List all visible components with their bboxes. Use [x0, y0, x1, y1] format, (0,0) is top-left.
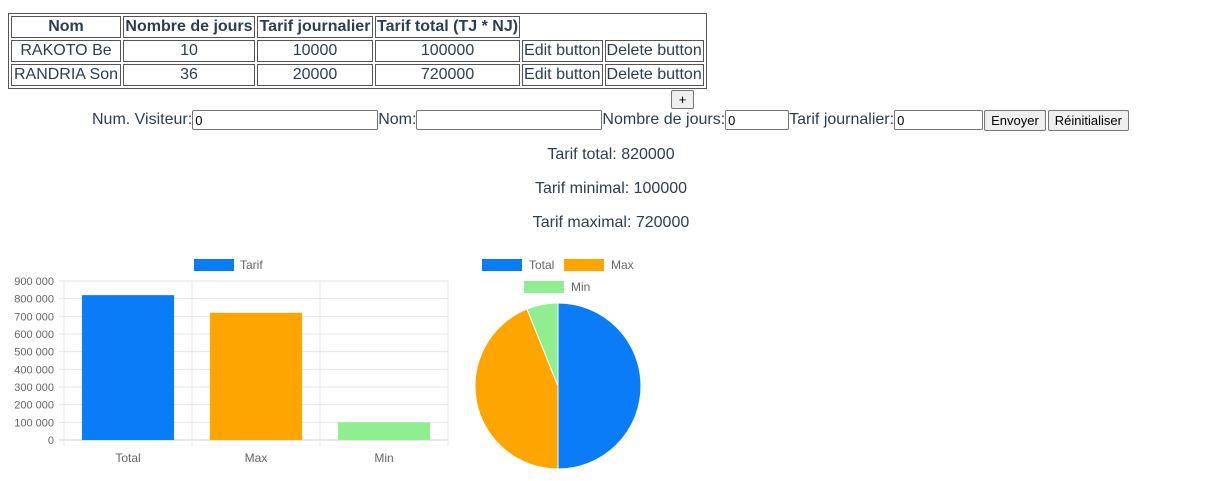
y-tick-label: 800 000	[14, 294, 54, 306]
legend-swatch	[564, 259, 604, 271]
bar-chart: 0 100 000 200 000 300 000 400 000 500 000 600 …	[14, 258, 449, 465]
y-tick-label: 300 000	[14, 382, 54, 394]
header-empty	[605, 16, 704, 38]
pie-legend-item: Min	[524, 280, 590, 294]
legend-label: Min	[571, 280, 590, 294]
legend-swatch	[524, 281, 564, 293]
x-tick-label: Max	[245, 451, 268, 465]
cell-jours: 10	[123, 40, 255, 62]
y-tick-label: 900 000	[14, 276, 54, 288]
bar-min	[337, 422, 431, 440]
header-tarif-journalier: Tarif journalier	[257, 16, 373, 38]
bar-total	[81, 295, 175, 440]
header-tarif-total: Tarif total (TJ * NJ)	[375, 16, 521, 38]
cell-nom: RANDRIA Son	[11, 64, 121, 86]
y-tick-label: 400 000	[14, 364, 54, 376]
y-tick-label: 0	[48, 435, 54, 447]
num-visiteur-input[interactable]	[192, 110, 379, 130]
visitors-table: Nom Nombre de jours Tarif journalier Tar…	[8, 13, 707, 89]
jours-input[interactable]	[725, 110, 790, 130]
table-header-row: Nom Nombre de jours Tarif journalier Tar…	[11, 16, 704, 38]
edit-button[interactable]: Edit button	[522, 40, 603, 62]
y-tick-label: 100 000	[14, 417, 54, 429]
header-empty	[522, 16, 603, 38]
bar-max	[209, 312, 303, 440]
pie-chart: Total Max Min	[474, 258, 642, 470]
nom-input[interactable]	[416, 110, 603, 130]
delete-button[interactable]: Delete button	[604, 40, 704, 62]
table-row: RANDRIA Son 36 20000 720000 Edit button …	[11, 64, 704, 86]
pie-slice-total	[557, 302, 642, 470]
y-tick-label: 200 000	[14, 400, 54, 412]
legend-swatch	[482, 259, 522, 271]
legend-label: Max	[611, 258, 634, 272]
y-tick-label: 600 000	[14, 329, 54, 341]
cell-jours: 36	[123, 64, 255, 86]
header-nom: Nom	[11, 16, 121, 38]
pie-slice-max	[474, 308, 559, 470]
visitor-form: Num. Visiteur: Nom: Nombre de jours: Tar…	[0, 109, 1222, 131]
submit-button[interactable]: Envoyer	[984, 109, 1046, 131]
stat-min: Tarif minimal: 100000	[534, 180, 688, 197]
x-tick-label: Total	[115, 451, 140, 465]
nom-label: Nom:	[378, 111, 417, 128]
cell-tarif-total: 720000	[375, 64, 521, 86]
pie-legend-item: Max	[564, 258, 634, 272]
cell-nom: RAKOTO Be	[11, 40, 121, 62]
y-tick-label: 500 000	[14, 347, 54, 359]
stat-total: Tarif total: 820000	[547, 146, 675, 163]
tarif-input[interactable]	[894, 110, 984, 130]
reset-button[interactable]: Réinitialiser	[1047, 109, 1129, 131]
stat-max: Tarif maximal: 720000	[532, 214, 690, 231]
legend-label: Total	[529, 258, 554, 272]
y-tick-label: 700 000	[14, 311, 54, 323]
cell-tarif-total: 100000	[375, 40, 521, 62]
header-jours: Nombre de jours	[123, 16, 255, 38]
jours-label: Nombre de jours:	[602, 111, 726, 128]
cell-tarif-journalier: 20000	[257, 64, 373, 86]
x-tick-label: Min	[374, 451, 393, 465]
table-row: RAKOTO Be 10 10000 100000 Edit button De…	[11, 40, 704, 62]
add-row-button[interactable]: +	[671, 90, 694, 109]
num-visiteur-label: Num. Visiteur:	[92, 111, 193, 128]
delete-button[interactable]: Delete button	[604, 64, 704, 86]
edit-button[interactable]: Edit button	[522, 64, 603, 86]
legend-swatch	[194, 259, 234, 271]
bar-legend: Tarif	[194, 258, 263, 272]
legend-label: Tarif	[240, 258, 263, 272]
tarif-label: Tarif journalier:	[789, 111, 895, 128]
pie-legend-item: Total	[482, 258, 554, 272]
cell-tarif-journalier: 10000	[257, 40, 373, 62]
pie-slice-min	[526, 302, 559, 387]
